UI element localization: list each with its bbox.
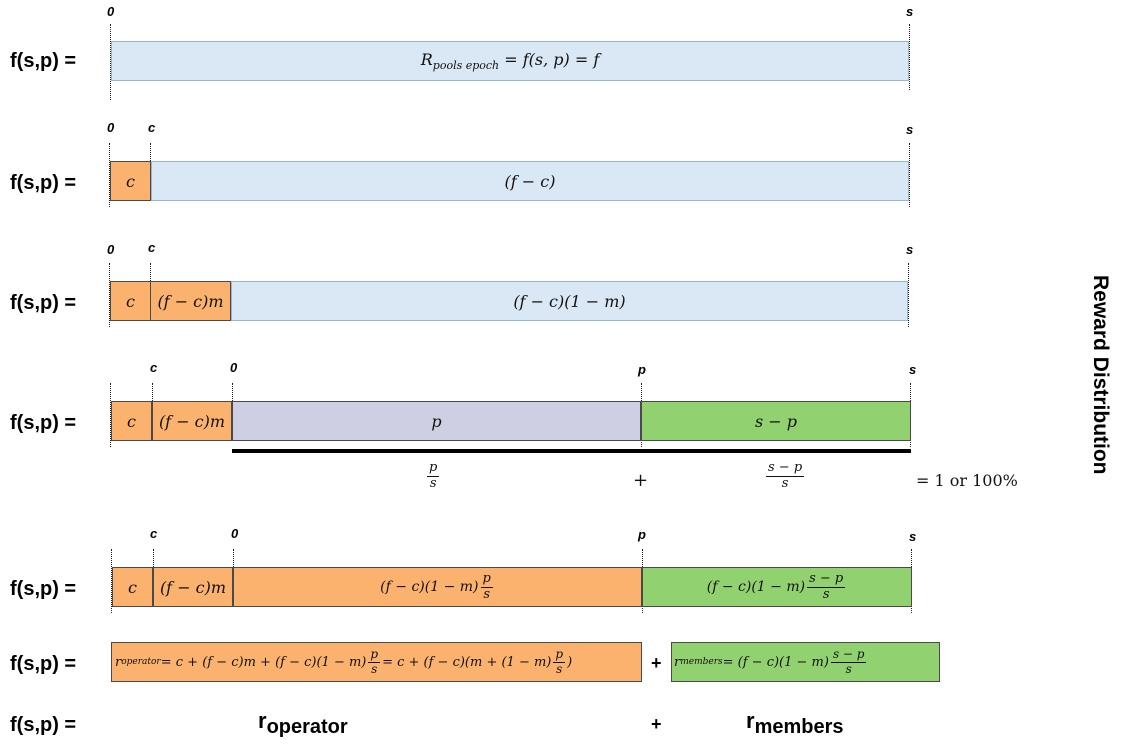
stake-underline	[232, 449, 911, 453]
marker-line	[150, 263, 151, 283]
tick-p: p	[638, 527, 646, 542]
cost-segment: c	[110, 161, 151, 201]
marker-line	[110, 24, 111, 100]
marker-line	[908, 263, 909, 327]
marker-line	[110, 383, 111, 447]
pool-reward-formula: Rpools epoch = f(s, p) = f	[420, 50, 600, 72]
operator-pledge-segment: p	[232, 401, 641, 441]
margin-segment: (f − c)m	[153, 567, 233, 607]
marker-line	[152, 383, 153, 403]
tick-s: s	[909, 529, 917, 544]
tick-p: p	[638, 362, 646, 377]
remaining-segment: (f − c)(1 − m)	[231, 281, 908, 321]
cost-segment: c	[110, 281, 151, 321]
side-title: Reward Distribution	[1089, 275, 1112, 475]
row-label: f(s,p) =	[10, 50, 77, 72]
member-reward-label: rmembers	[746, 708, 844, 738]
cost-segment: c	[112, 567, 153, 607]
tick-c: c	[148, 120, 156, 135]
sum-plus: +	[651, 653, 662, 673]
tick-c: c	[150, 360, 158, 375]
tick-zero: 0	[107, 4, 115, 19]
row-label: f(s,p) =	[10, 172, 77, 194]
marker-line	[111, 549, 112, 613]
tick-s: s	[909, 362, 917, 377]
member-stake-segment: s − p	[641, 401, 911, 441]
tick-c: c	[150, 526, 158, 541]
tick-zero: 0	[107, 120, 115, 135]
marker-line	[909, 143, 910, 207]
marker-line	[233, 549, 234, 569]
marker-line	[153, 549, 154, 569]
tick-zero: 0	[230, 360, 238, 375]
ratio-total: = 1 or 100%	[916, 471, 1018, 490]
row-label: f(s,p) =	[10, 653, 77, 675]
tick-s: s	[906, 242, 914, 257]
marker-line	[150, 143, 151, 163]
operator-reward-label: roperator	[258, 708, 348, 738]
final-plus: +	[651, 714, 662, 734]
tick-c: c	[148, 240, 156, 255]
row-label: f(s,p) =	[10, 578, 77, 600]
tick-s: s	[906, 4, 914, 19]
marker-line	[109, 143, 110, 207]
tick-s: s	[906, 122, 914, 137]
row-label: f(s,p) =	[10, 292, 77, 314]
marker-line	[232, 383, 233, 403]
row-label: f(s,p) =	[10, 412, 77, 434]
ratio-plus: +	[633, 470, 649, 491]
operator-share-segment: (f − c)(1 − m) p s	[233, 567, 642, 607]
remaining-segment: (f − c)	[151, 161, 909, 201]
row-label: f(s,p) =	[10, 714, 77, 736]
marker-line	[109, 263, 110, 327]
marker-line	[909, 24, 910, 90]
tick-zero: 0	[231, 526, 239, 541]
pool-reward-bar: Rpools epoch = f(s, p) = f	[111, 41, 909, 81]
margin-segment: (f − c)m	[150, 281, 231, 321]
tick-zero: 0	[107, 242, 115, 257]
cost-segment: c	[111, 401, 152, 441]
margin-segment: (f − c)m	[152, 401, 232, 441]
operator-reward-formula: r operator = c + (f − c)m + (f − c)(1 − m…	[111, 642, 642, 682]
